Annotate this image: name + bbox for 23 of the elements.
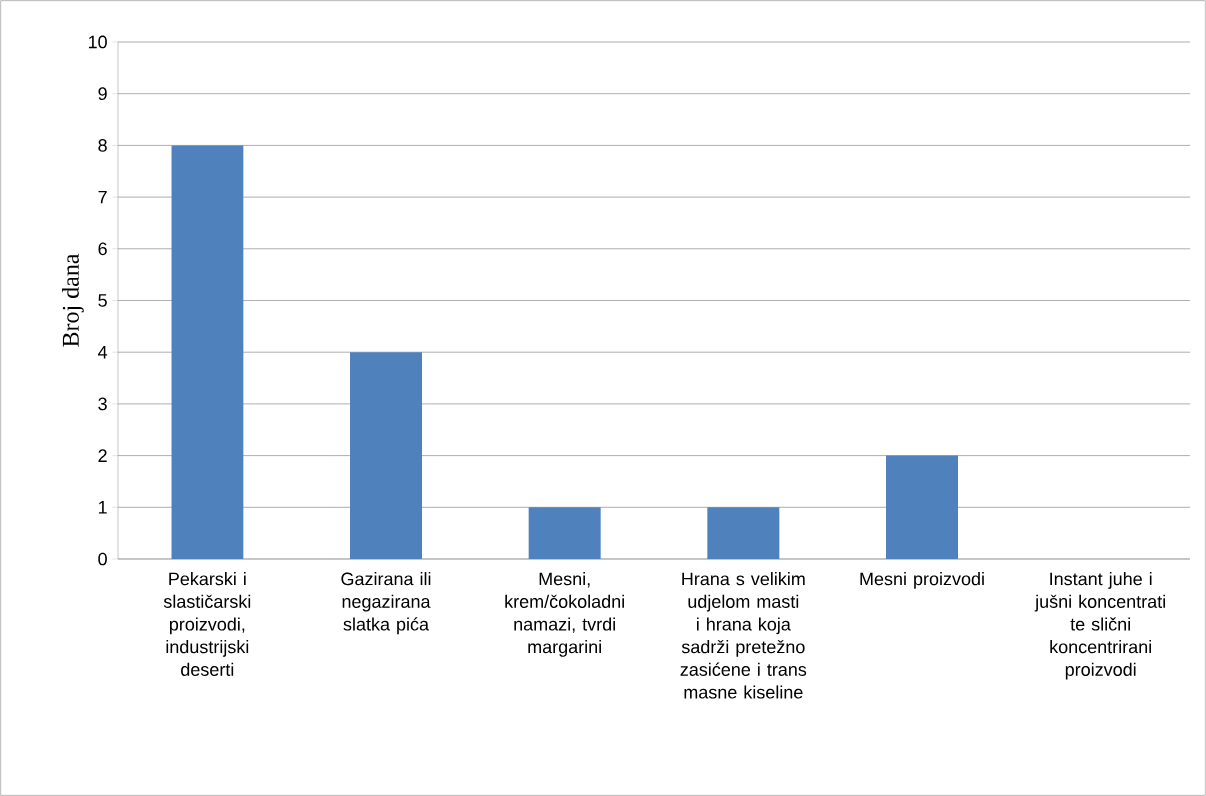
y-axis-title: Broj dana — [61, 253, 84, 347]
y-tick-label: 8 — [98, 139, 107, 152]
y-tick-label: 2 — [98, 449, 107, 462]
x-tick-label: Hrana s velikim udjelom masti i hrana koja sadrži pretežno zasićene i trans masne kiseline — [680, 572, 807, 699]
y-tick-label: 1 — [98, 501, 107, 514]
bar — [171, 145, 244, 559]
y-tick-label: 3 — [98, 397, 107, 411]
x-tick-label: Mesni, krem/čokoladni namazi, tvrdi margarini — [505, 572, 624, 657]
y-tick-label: 6 — [98, 242, 107, 256]
y-tick-label: 10 — [88, 35, 107, 49]
bar — [528, 507, 601, 559]
x-tick-label: Mesni proizvodi — [860, 572, 984, 589]
y-tick-label: 5 — [98, 294, 107, 307]
bar — [350, 352, 422, 559]
y-tick-label: 0 — [98, 552, 107, 566]
y-tick-label: 7 — [98, 190, 107, 204]
x-tick-label: Pekarski i slastičarski proizvodi, industrijski deserti — [163, 572, 251, 676]
y-tick-label: 4 — [98, 346, 108, 359]
bar — [707, 507, 780, 559]
y-tick-label: 9 — [98, 87, 107, 101]
bar — [886, 455, 959, 559]
x-tick-label: Instant juhe i jušni koncentrati te slični koncentrirani proizvodi — [1034, 572, 1165, 680]
x-tick-label: Gazirana ili negazirana slatka pića — [341, 572, 431, 635]
